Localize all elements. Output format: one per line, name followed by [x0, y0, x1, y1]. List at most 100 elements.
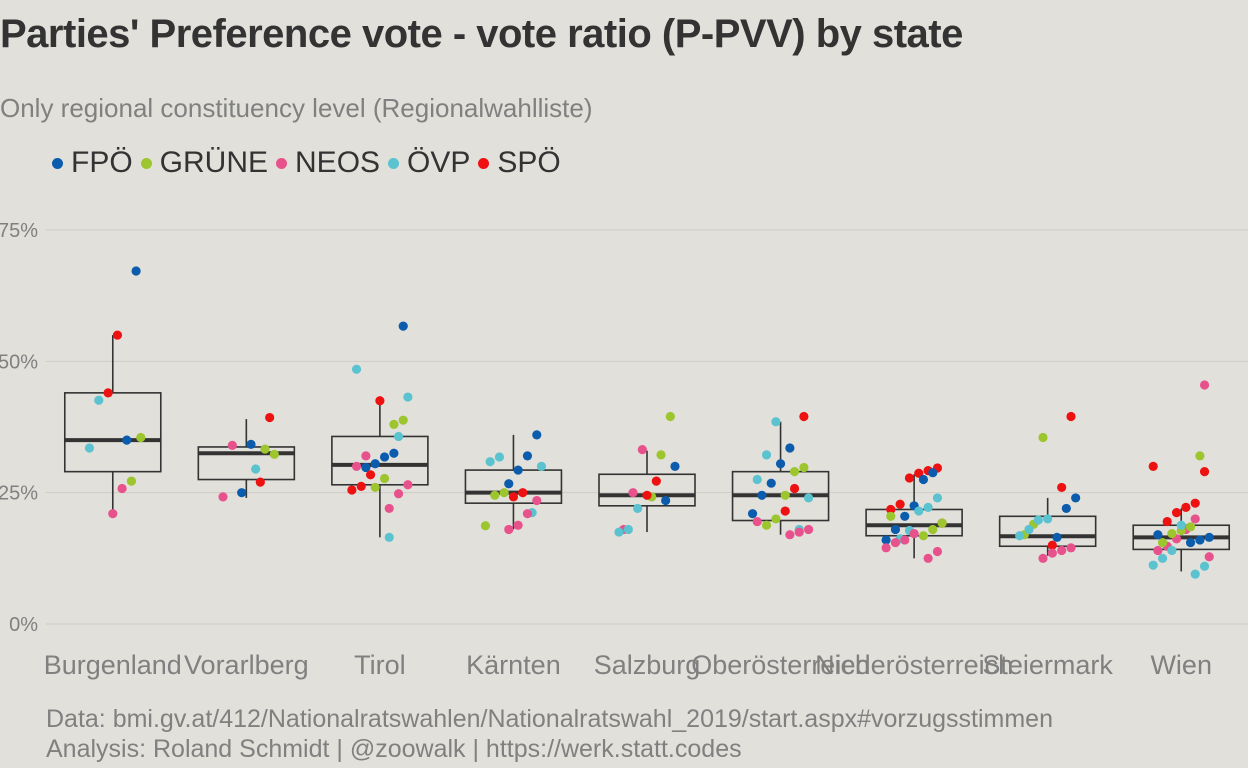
data-point — [522, 509, 533, 519]
legend-dot-grune — [140, 157, 152, 169]
data-point — [370, 482, 380, 493]
data-point — [485, 457, 495, 467]
data-point — [766, 478, 776, 488]
data-point — [504, 524, 514, 535]
data-point — [918, 474, 929, 485]
data-point — [513, 520, 523, 530]
data-point — [890, 537, 901, 548]
chart-title: Parties' Preference vote - vote ratio (P… — [0, 12, 963, 56]
data-point — [255, 477, 265, 487]
x-tick-label: Kärnten — [466, 650, 561, 680]
data-point — [403, 480, 413, 490]
data-point — [633, 503, 643, 514]
data-point — [389, 419, 399, 429]
data-point — [403, 392, 413, 402]
data-point — [518, 488, 528, 498]
data-point — [103, 388, 113, 398]
data-point — [508, 492, 519, 502]
data-point — [642, 490, 652, 500]
x-tick-label: Wien — [1150, 650, 1212, 680]
data-point — [881, 535, 891, 545]
legend-dot-neos — [276, 157, 288, 169]
data-point — [1148, 461, 1158, 471]
data-point — [1176, 520, 1186, 530]
data-point — [1153, 530, 1163, 540]
x-tick-label: Burgenland — [44, 650, 182, 680]
data-point — [1071, 493, 1081, 503]
x-tick-label: Niederösterreich — [815, 650, 1013, 680]
y-tick-label: 75% — [0, 220, 38, 242]
data-point — [928, 524, 938, 535]
y-tick-label: 25% — [0, 483, 38, 505]
legend-item-spo: SPÖ — [478, 146, 561, 180]
data-point — [522, 451, 533, 461]
y-tick-label: 0% — [9, 614, 38, 636]
data-point — [775, 459, 786, 469]
data-point — [665, 411, 675, 422]
data-point — [269, 449, 279, 459]
data-point — [1190, 498, 1200, 508]
data-point — [351, 461, 362, 471]
legend-item-fpo: FPÖ — [52, 146, 133, 180]
data-point — [370, 459, 380, 469]
data-point — [785, 443, 795, 453]
data-point — [1047, 540, 1057, 550]
legend-label-neos: NEOS — [295, 146, 381, 179]
data-point — [131, 266, 141, 276]
data-point — [1148, 560, 1158, 570]
data-point — [351, 364, 362, 374]
chart-plot-area: 0% 25% 50% 75% Burgenland Vorarlberg Tirol Kärn… — [0, 220, 1248, 680]
data-point — [361, 451, 371, 461]
data-point — [218, 492, 228, 502]
data-point — [1190, 514, 1200, 524]
x-tick-label: Oberösterreich — [691, 650, 870, 680]
data-point — [794, 527, 804, 537]
data-point — [789, 467, 800, 477]
data-point — [1024, 524, 1034, 535]
data-point — [1199, 467, 1210, 477]
data-point — [1204, 532, 1214, 542]
data-point — [623, 524, 633, 535]
data-point — [246, 439, 256, 449]
data-point — [900, 535, 910, 545]
data-point — [112, 330, 123, 340]
data-point — [1047, 548, 1057, 558]
data-point — [504, 479, 514, 489]
data-point — [361, 462, 371, 473]
data-point — [384, 532, 394, 542]
x-tick-label: Steiermark — [982, 650, 1113, 680]
data-point — [780, 490, 790, 500]
data-point — [923, 553, 933, 563]
chart-subtitle: Only regional constituency level (Region… — [0, 93, 593, 123]
data-point — [1185, 522, 1196, 532]
legend-item-ovp: ÖVP — [388, 146, 470, 180]
data-point — [532, 430, 542, 440]
data-point — [384, 503, 394, 514]
data-point — [375, 396, 385, 406]
data-point — [237, 488, 247, 498]
data-point — [1015, 531, 1025, 541]
data-point — [251, 464, 261, 474]
data-point — [656, 450, 666, 460]
box — [197, 446, 296, 481]
data-point — [881, 543, 891, 553]
legend-item-neos: NEOS — [276, 146, 380, 180]
data-point — [126, 476, 137, 486]
data-point — [932, 493, 943, 503]
data-point — [94, 395, 104, 405]
data-point — [1167, 529, 1177, 539]
data-point — [1066, 411, 1076, 422]
data-point — [757, 490, 767, 500]
data-point — [532, 495, 542, 506]
data-point — [490, 490, 500, 500]
data-point — [799, 462, 809, 473]
data-point — [909, 529, 919, 539]
data-point — [932, 546, 943, 557]
box — [464, 469, 563, 504]
data-point — [789, 483, 800, 494]
data-point — [227, 440, 237, 450]
data-point — [886, 511, 896, 521]
caption-data-source: Data: bmi.gv.at/412/Nationalratswahlen/N… — [46, 705, 1053, 733]
legend: FPÖ GRÜNE NEOS ÖVP SPÖ — [52, 146, 569, 180]
data-point — [886, 504, 896, 515]
